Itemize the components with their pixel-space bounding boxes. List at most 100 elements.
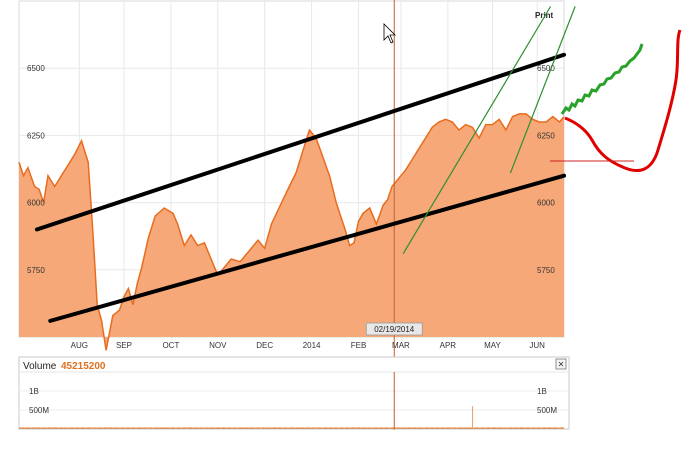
volume-bar xyxy=(541,427,543,429)
volume-bar xyxy=(558,427,559,429)
volume-bar xyxy=(365,427,366,429)
volume-bar xyxy=(415,427,417,429)
volume-bar xyxy=(222,427,224,429)
volume-bar xyxy=(408,427,410,429)
volume-bar xyxy=(190,427,192,429)
volume-bar xyxy=(401,427,403,429)
volume-bar xyxy=(202,427,203,429)
volume-bar xyxy=(85,427,87,429)
volume-bar xyxy=(72,427,73,429)
volume-bar xyxy=(28,427,30,429)
month-label-1: SEP xyxy=(116,341,132,350)
volume-bar xyxy=(46,427,47,429)
volume-bar xyxy=(325,427,327,429)
green-squiggle-annotation xyxy=(560,43,644,115)
volume-bar xyxy=(71,427,72,429)
volume-bar xyxy=(252,427,254,429)
volume-bar xyxy=(41,427,42,429)
print-button[interactable]: Print xyxy=(535,11,554,20)
month-label-5: 2014 xyxy=(303,341,321,350)
volume-bar xyxy=(484,427,486,429)
volume-bar xyxy=(429,427,431,429)
volume-bar xyxy=(549,427,551,429)
volume-bar xyxy=(396,427,397,429)
volume-bar xyxy=(562,427,563,429)
volume-bar xyxy=(160,427,162,429)
volume-bar xyxy=(368,427,369,429)
volume-bar xyxy=(311,427,312,429)
volume-bar xyxy=(486,427,488,429)
volume-bar xyxy=(330,427,332,429)
volume-bar xyxy=(206,427,207,429)
trend-lines xyxy=(34,52,566,323)
volume-bar xyxy=(29,427,31,429)
volume-bar xyxy=(109,427,111,429)
volume-bar xyxy=(383,427,385,429)
volume-bar xyxy=(210,427,212,429)
volume-bar xyxy=(177,427,178,429)
volume-bar xyxy=(110,427,112,429)
volume-bar xyxy=(513,427,515,429)
volume-bar xyxy=(385,427,387,429)
volume-tick-right-1: 500M xyxy=(537,406,557,415)
volume-bar xyxy=(121,427,122,429)
volume-bar xyxy=(431,427,433,429)
volume-bar xyxy=(354,427,356,429)
volume-bar xyxy=(536,427,538,429)
volume-bar xyxy=(369,427,370,429)
volume-bar xyxy=(62,427,64,429)
volume-bar xyxy=(344,427,345,429)
volume-bar xyxy=(248,427,250,429)
volume-bar xyxy=(292,427,294,429)
volume-bar xyxy=(36,427,38,429)
volume-bar xyxy=(481,427,482,429)
volume-bar xyxy=(387,427,389,429)
volume-bar xyxy=(553,427,555,429)
volume-bar xyxy=(24,427,26,429)
volume-bar xyxy=(374,427,376,429)
volume-bar xyxy=(180,427,181,429)
volume-bar xyxy=(559,427,560,429)
volume-bar xyxy=(179,427,180,429)
volume-bar xyxy=(125,427,126,429)
volume-bar xyxy=(439,427,441,429)
volume-bar xyxy=(523,427,525,429)
volume-bar xyxy=(289,427,290,429)
volume-bar xyxy=(149,427,150,429)
volume-bar xyxy=(452,427,453,429)
volume-bar xyxy=(90,427,92,429)
volume-bar xyxy=(53,427,55,429)
volume-bar xyxy=(424,427,425,429)
volume-bar xyxy=(554,427,556,429)
volume-bar xyxy=(235,427,236,429)
volume-bar xyxy=(286,427,287,429)
volume-bar xyxy=(213,427,215,429)
volume-bar xyxy=(427,427,429,429)
volume-bar xyxy=(519,427,521,429)
volume-bar xyxy=(351,427,353,429)
y-tick-right-6250: 6250 xyxy=(537,131,555,140)
volume-bar xyxy=(446,427,447,429)
close-volume-button[interactable] xyxy=(555,358,567,370)
volume-bar xyxy=(171,427,173,429)
volume-bar xyxy=(455,427,457,429)
volume-bar xyxy=(297,427,299,429)
volume-bar xyxy=(362,427,364,429)
volume-bar xyxy=(498,427,500,429)
volume-bar xyxy=(258,427,259,429)
volume-bar xyxy=(317,427,318,429)
volume-bar xyxy=(104,427,106,429)
volume-bar xyxy=(82,427,84,429)
volume-bar xyxy=(491,427,493,429)
volume-bar xyxy=(547,427,549,429)
volume-bar xyxy=(456,427,458,429)
volume-bar xyxy=(533,427,534,429)
close-icon: ✕ xyxy=(558,360,565,369)
volume-bar xyxy=(280,427,282,429)
volume-bar xyxy=(479,427,480,429)
volume-bar xyxy=(308,427,310,429)
volume-bar xyxy=(134,427,136,429)
volume-bar xyxy=(364,427,366,429)
volume-bar xyxy=(142,427,144,429)
